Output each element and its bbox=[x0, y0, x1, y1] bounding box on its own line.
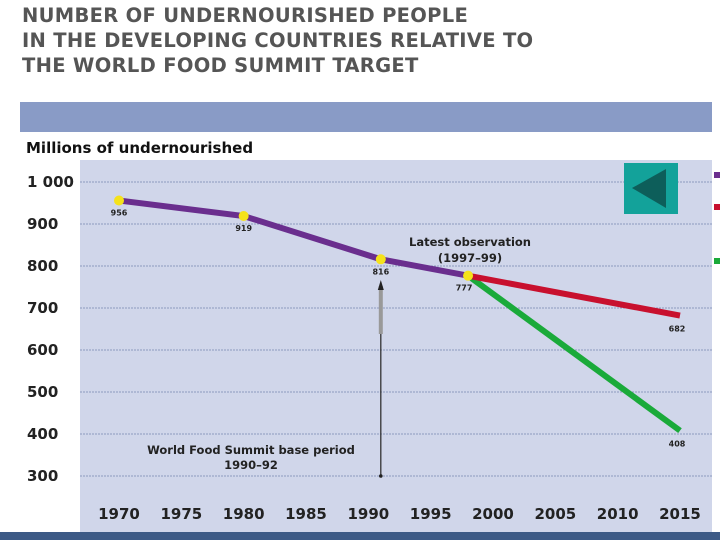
title-line: NUMBER OF UNDERNOURISHED PEOPLE bbox=[22, 4, 469, 27]
arrow-base-dot bbox=[379, 474, 383, 478]
back-button[interactable] bbox=[624, 163, 678, 214]
y-tick-label: 400 bbox=[27, 425, 58, 443]
x-tick-label: 1990 bbox=[347, 505, 389, 523]
data-label: 777 bbox=[456, 284, 473, 293]
x-tick-label: 1975 bbox=[160, 505, 202, 523]
series-line-wfs-target-path bbox=[466, 273, 682, 434]
chart-title: NUMBER OF UNDERNOURISHED PEOPLE IN THE D… bbox=[22, 3, 533, 78]
y-tick-label: 900 bbox=[27, 215, 58, 233]
arrow-shaft bbox=[378, 286, 383, 334]
x-axis-band bbox=[80, 500, 712, 532]
annotation: (1997–99) bbox=[438, 251, 502, 265]
y-axis-label: Millions of undernourished bbox=[26, 139, 254, 157]
data-label: 919 bbox=[235, 224, 252, 233]
y-tick-label: 1 000 bbox=[27, 173, 74, 191]
annotation: World Food Summit base period bbox=[147, 443, 355, 457]
title-line: THE WORLD FOOD SUMMIT TARGET bbox=[22, 54, 419, 77]
annotation: Latest observation bbox=[409, 235, 531, 249]
data-label: 408 bbox=[669, 440, 686, 449]
header-band bbox=[20, 102, 712, 132]
y-tick-label: 700 bbox=[27, 299, 58, 317]
x-tick-label: 2010 bbox=[597, 505, 639, 523]
x-tick-label: 2005 bbox=[534, 505, 576, 523]
series-line-current-trend bbox=[467, 272, 681, 319]
annotation: 1990–92 bbox=[224, 458, 278, 472]
data-point bbox=[463, 270, 474, 281]
y-tick-label: 600 bbox=[27, 341, 58, 359]
x-tick-label: 1985 bbox=[285, 505, 327, 523]
y-tick-label: 500 bbox=[27, 383, 58, 401]
x-tick-label: 1995 bbox=[410, 505, 452, 523]
data-point bbox=[114, 195, 124, 206]
data-label: 816 bbox=[372, 267, 389, 276]
title-line: IN THE DEVELOPING COUNTRIES RELATIVE TO bbox=[22, 29, 534, 52]
x-tick-label: 1980 bbox=[223, 505, 265, 523]
legend-swatch bbox=[714, 204, 720, 210]
data-point bbox=[375, 254, 386, 265]
data-point bbox=[238, 211, 249, 222]
back-triangle-icon bbox=[632, 169, 666, 208]
arrow-head bbox=[377, 280, 384, 290]
bottom-bar bbox=[0, 532, 720, 540]
y-tick-label: 300 bbox=[27, 467, 58, 485]
data-label: 682 bbox=[669, 325, 686, 334]
x-tick-label: 1970 bbox=[98, 505, 140, 523]
series-line-observed bbox=[118, 197, 469, 279]
plot-area bbox=[80, 160, 712, 500]
y-tick-label: 800 bbox=[27, 257, 58, 275]
x-tick-label: 2015 bbox=[659, 505, 701, 523]
x-tick-label: 2000 bbox=[472, 505, 514, 523]
data-label: 956 bbox=[111, 208, 128, 217]
legend-swatch bbox=[714, 258, 720, 264]
legend-swatch bbox=[714, 172, 720, 178]
